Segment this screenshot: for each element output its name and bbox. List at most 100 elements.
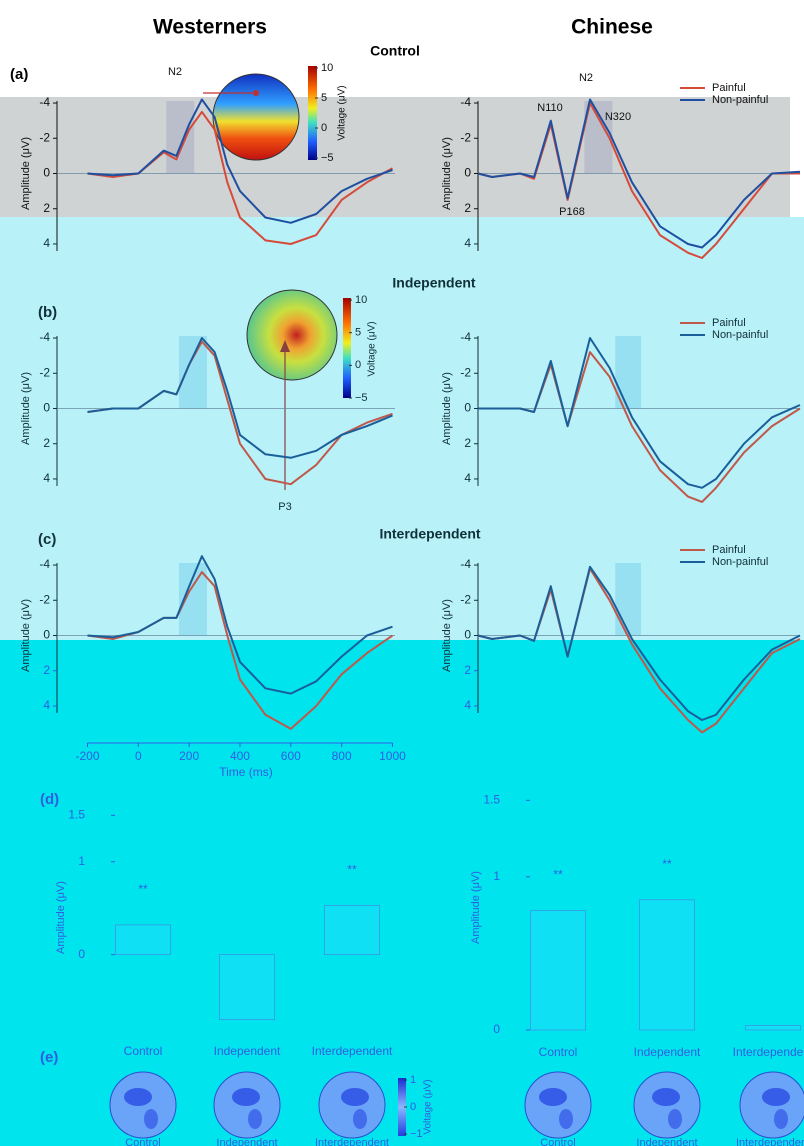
y-tick-label: -2 (39, 365, 50, 379)
colorbar-tick-label: 0 (355, 359, 361, 371)
colorbar (343, 298, 351, 398)
colorbar-tick-label: −5 (321, 152, 334, 164)
topomap-blob (124, 1088, 152, 1106)
y-tick-label: -4 (39, 95, 50, 109)
y-tick-label: -2 (460, 592, 471, 606)
background (0, 217, 804, 640)
y-tick-label: 1 (78, 854, 85, 868)
y-tick-label: 1.5 (68, 807, 85, 821)
significance: ** (553, 868, 563, 882)
significance: ** (347, 863, 357, 877)
x-tick-label: -200 (75, 749, 99, 763)
colorbar (398, 1078, 406, 1136)
y-tick-label: 4 (43, 698, 50, 712)
topomap-label: Interdependent (736, 1137, 804, 1146)
y-tick-label: 2 (43, 201, 50, 215)
colorbar-tick-label: 0 (321, 122, 327, 134)
topomap (212, 73, 300, 161)
condition-title: Interdependent (379, 526, 480, 542)
panel-label: (e) (40, 1049, 58, 1066)
bar (639, 899, 695, 1031)
background (0, 97, 790, 217)
panel-label: (a) (10, 66, 28, 83)
legend-label: Painful (712, 317, 746, 329)
topomap-blob (668, 1109, 682, 1129)
colorbar-tick-label: 5 (321, 92, 327, 104)
y-tick-label: 0 (43, 628, 50, 642)
panel-label: (d) (40, 791, 59, 808)
y-tick-label: 0 (78, 947, 85, 961)
condition-title: Independent (392, 275, 476, 291)
pointer-dot (253, 90, 259, 96)
condition-title: Control (370, 43, 420, 59)
y-tick-label: 0 (464, 401, 471, 415)
y-tick-label: 4 (464, 236, 471, 250)
y-axis-label: Amplitude (μV) (20, 599, 32, 672)
y-tick-label: 4 (43, 236, 50, 250)
legend-label: Painful (712, 544, 746, 556)
topomap-blob (559, 1109, 573, 1129)
annotation: N320 (605, 111, 631, 123)
colorbar-tick-label: 0 (410, 1101, 416, 1113)
y-tick-label: 2 (464, 663, 471, 677)
line-series (87, 555, 393, 695)
legend-label: Non-painful (712, 94, 768, 106)
y-tick-label: 0 (464, 628, 471, 642)
colorbar-label: Voltage (μV) (367, 321, 378, 376)
y-axis-label: Amplitude (μV) (441, 137, 453, 210)
y-tick-label: -4 (460, 557, 471, 571)
bar (530, 910, 586, 1031)
y-tick-label: 2 (464, 201, 471, 215)
y-tick-label: 2 (43, 436, 50, 450)
background (0, 640, 804, 1146)
y-tick-label: -4 (460, 95, 471, 109)
colorbar-tick-label: −1 (410, 1128, 423, 1140)
colorbar-tick-label: 10 (355, 294, 367, 306)
y-axis-label: Amplitude (μV) (20, 137, 32, 210)
analysis-window (615, 563, 641, 636)
x-tick-label: 600 (281, 749, 301, 763)
topomap-blob (232, 1088, 260, 1106)
legend-label: Non-painful (712, 556, 768, 568)
y-tick-label: 0 (43, 401, 50, 415)
y-tick-label: 0 (43, 166, 50, 180)
y-tick-label: -4 (460, 330, 471, 344)
line-series (478, 337, 801, 489)
y-tick-label: -4 (39, 557, 50, 571)
bar (324, 905, 380, 955)
y-tick-label: 0 (464, 166, 471, 180)
annotation: P3 (278, 501, 291, 513)
y-tick-label: 4 (464, 471, 471, 485)
x-tick-label: 0 (135, 749, 142, 763)
x-tick-label: Control (539, 1045, 578, 1059)
topomap-blob (144, 1109, 158, 1129)
annotation: N110 (537, 102, 562, 114)
bar (745, 1025, 801, 1031)
colorbar-tick-label: −5 (355, 392, 368, 404)
topomap-blob (248, 1109, 262, 1129)
colorbar (308, 66, 317, 160)
colorbar-tick-label: 1 (410, 1074, 416, 1086)
topomap-label: Control (125, 1137, 160, 1146)
y-tick-label: -2 (460, 365, 471, 379)
y-tick-label: 0 (493, 1022, 500, 1036)
y-axis-label: Amplitude (μV) (441, 372, 453, 445)
y-tick-label: 2 (464, 436, 471, 450)
line-series (87, 98, 393, 224)
analysis-window (178, 336, 207, 409)
x-tick-label: 400 (230, 749, 250, 763)
topomap-label: Independent (636, 1137, 697, 1146)
x-tick-label: 200 (179, 749, 199, 763)
x-tick-label: Interdependent (733, 1045, 804, 1059)
bar (115, 924, 171, 955)
line-series (477, 565, 801, 721)
panel-label: (b) (38, 304, 57, 321)
y-tick-label: -2 (39, 592, 50, 606)
topomap-blob (341, 1088, 369, 1106)
topomap-label: Independent (216, 1137, 277, 1146)
annotation: N2 (579, 72, 593, 84)
x-tick-label: Independent (634, 1045, 701, 1059)
y-tick-label: -4 (39, 330, 50, 344)
panel-label: (c) (38, 531, 56, 548)
